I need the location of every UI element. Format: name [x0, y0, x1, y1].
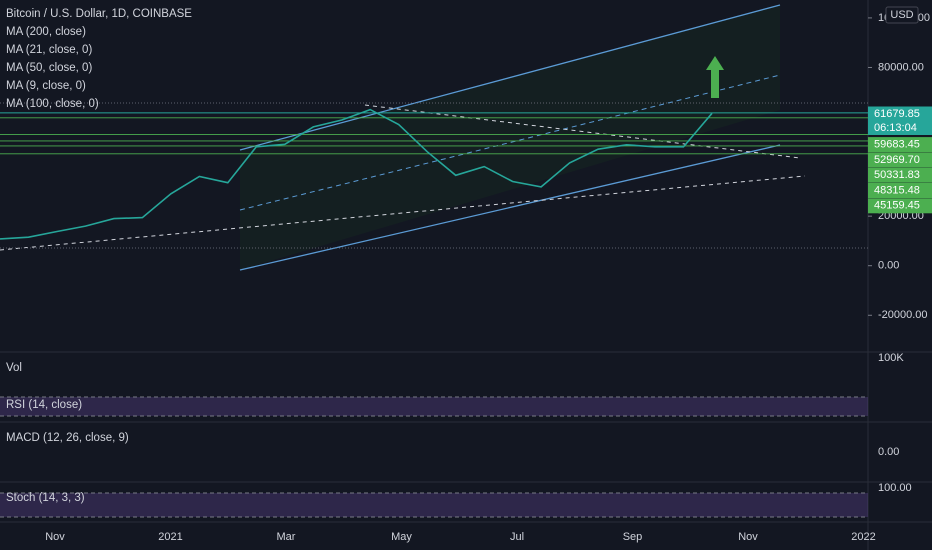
- channel-line: [239, 4, 781, 151]
- panel-tick: 100.00: [878, 482, 912, 494]
- channel-line: [239, 144, 781, 271]
- trend-line: [364, 104, 801, 159]
- x-tick-label: 2021: [158, 531, 182, 543]
- indicator: MA (9, close, 0): [6, 80, 86, 92]
- price-label: 50331.83: [874, 169, 920, 181]
- panel-label: Stoch (14, 3, 3): [6, 492, 85, 504]
- x-tick-label: Nov: [45, 531, 65, 543]
- y-tick-label: 0.00: [878, 260, 899, 272]
- currency-box: [885, 6, 919, 24]
- x-tick-label: May: [391, 531, 412, 543]
- price-label-box: [868, 167, 932, 183]
- price-label: 45159.45: [874, 200, 920, 212]
- price-label-box: [868, 183, 932, 198]
- y-tick-label: 80000.00: [878, 61, 924, 73]
- stoch-band: [0, 493, 868, 517]
- price-label-box: [868, 137, 932, 153]
- price-label-box: [868, 106, 932, 122]
- price-line: [0, 108, 713, 240]
- x-tick-label: Mar: [277, 531, 296, 543]
- panel-label: MACD (12, 26, close, 9): [6, 432, 129, 444]
- panel-label: Vol: [6, 362, 22, 374]
- y-tick-label: -20000.00: [878, 309, 928, 321]
- price-label: 48315.48: [874, 184, 920, 196]
- channel-mid: [239, 74, 781, 211]
- indicator: MA (50, close, 0): [6, 62, 92, 74]
- price-label: 52969.70: [874, 154, 920, 166]
- indicator: MA (200, close): [6, 26, 86, 38]
- indicator: MA (100, close, 0): [6, 98, 99, 110]
- arrow: [706, 56, 724, 70]
- currency: USD: [890, 9, 913, 21]
- panel-tick: 100K: [878, 352, 904, 364]
- arrow: [711, 68, 719, 98]
- panel-label: RSI (14, close): [6, 399, 82, 411]
- channel-fill: [240, 5, 780, 270]
- rsi-band: [0, 397, 868, 416]
- trend-line: [0, 175, 806, 251]
- x-tick-label: 2022: [851, 531, 875, 543]
- panel-tick: 0.00: [878, 446, 899, 458]
- price-label-box: [868, 152, 932, 168]
- indicator: MA (21, close, 0): [6, 44, 92, 56]
- countdown-box: [868, 121, 932, 135]
- x-tick-label: Sep: [623, 531, 643, 543]
- chart-title: Bitcoin / U.S. Dollar, 1D, COINBASE: [6, 8, 192, 20]
- countdown: 06:13:04: [874, 122, 917, 134]
- price-label: 59683.45: [874, 139, 920, 151]
- price-label: 61679.85: [874, 108, 920, 120]
- price-label-box: [868, 198, 932, 214]
- x-tick-label: Nov: [738, 531, 758, 543]
- x-tick-label: Jul: [510, 531, 524, 543]
